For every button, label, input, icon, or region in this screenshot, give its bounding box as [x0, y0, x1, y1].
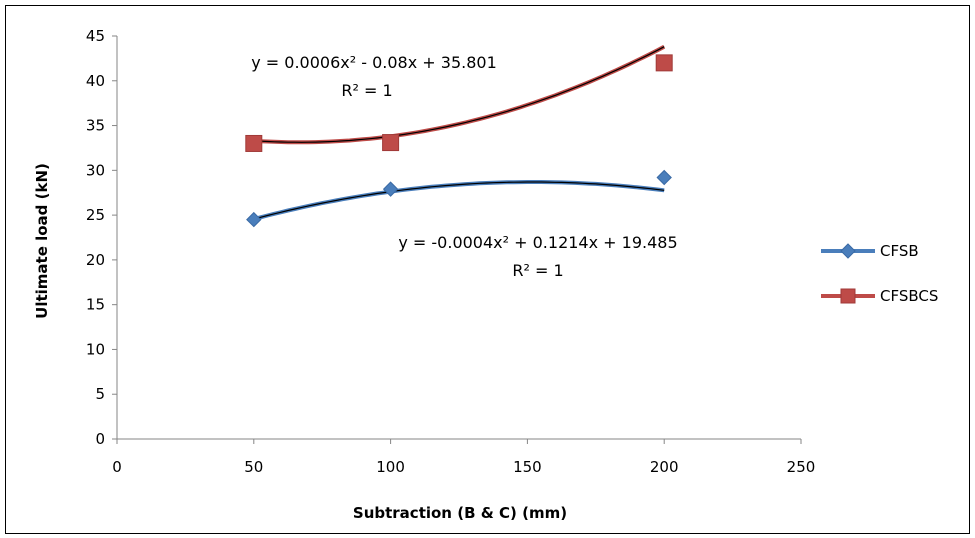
y-tick-label: 25 [86, 206, 105, 224]
axes: 0 5 10 15 20 25 30 35 40 45 0 50 100 150 200 250 [86, 27, 815, 476]
y-tick-label: 15 [86, 296, 105, 314]
legend-item-cfsbcs: CFSBCS [821, 287, 938, 305]
data-point-cfsb [382, 181, 399, 197]
chart-svg: 0 5 10 15 20 25 30 35 40 45 0 50 100 150 200 250 y = 0.… [33, 27, 938, 522]
cfsbcs-trendline-equation: y = 0.0006x² - 0.08x + 35.801 [251, 53, 497, 72]
y-tick-label: 45 [86, 27, 105, 45]
data-point-cfsbcs [382, 134, 400, 152]
x-tick-label: 150 [513, 458, 542, 476]
cfsb-trendline-r2: R² = 1 [512, 261, 563, 280]
trendline-cfsb [253, 181, 665, 220]
x-tick-label: 0 [112, 458, 122, 476]
legend-label-cfsb: CFSB [880, 242, 919, 260]
legend-marker-cfsb [840, 243, 856, 259]
data-point-cfsb [656, 169, 672, 186]
x-tick-label: 250 [787, 458, 816, 476]
data-point-cfsbcs [245, 134, 263, 152]
legend-marker-cfsbcs [840, 288, 856, 304]
cfsbcs-trendline-r2: R² = 1 [341, 81, 392, 100]
trendline-cfsbcs [253, 46, 665, 143]
y-axis-title: Ultimate load (kN) [33, 163, 51, 319]
y-tick-label: 10 [86, 340, 105, 358]
cfsb-trendline-equation: y = -0.0004x² + 0.1214x + 19.485 [398, 233, 677, 252]
y-tick-label: 40 [86, 72, 105, 90]
series-line-cfsb [253, 180, 665, 222]
y-tick-label: 5 [95, 385, 105, 403]
series-layer [245, 44, 673, 228]
legend: CFSB CFSBCS [821, 242, 938, 305]
x-tick-label: 50 [244, 458, 263, 476]
y-tick-label: 35 [86, 117, 105, 135]
y-tick-label: 0 [95, 430, 105, 448]
chart-frame: 0 5 10 15 20 25 30 35 40 45 0 50 100 150 200 250 y = 0.… [5, 5, 970, 534]
legend-item-cfsb: CFSB [821, 242, 919, 260]
x-tick-label: 200 [650, 458, 679, 476]
data-point-cfsb [246, 211, 262, 228]
y-tick-label: 30 [86, 161, 105, 179]
x-axis-title: Subtraction (B & C) (mm) [353, 504, 567, 522]
data-point-cfsbcs [655, 54, 673, 72]
legend-label-cfsbcs: CFSBCS [880, 287, 938, 305]
y-tick-label: 20 [86, 251, 105, 269]
annotation-layer: y = 0.0006x² - 0.08x + 35.801 R² = 1 y =… [251, 53, 677, 280]
x-tick-label: 100 [376, 458, 405, 476]
